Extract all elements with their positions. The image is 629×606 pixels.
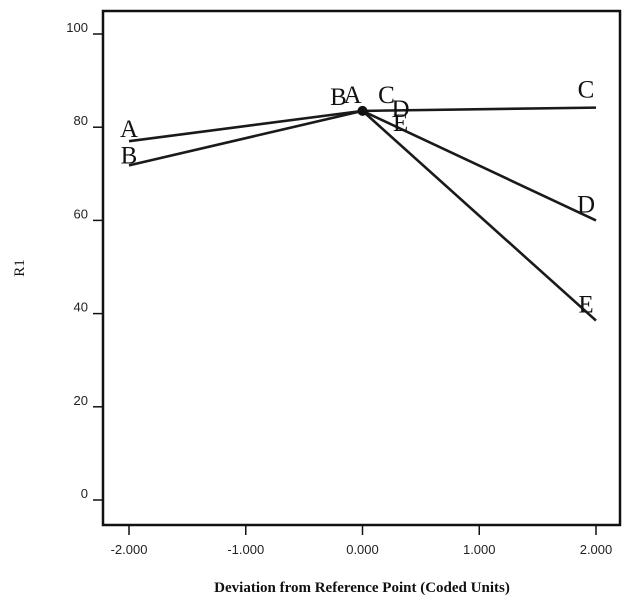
series-label-c: C (378, 82, 395, 109)
x-tick-label: 2.000 (580, 542, 613, 557)
series-label-e: E (393, 110, 408, 137)
y-axis: 0 20 40 60 80 100 (66, 20, 103, 501)
series-line-c (362, 106, 597, 113)
y-tick-label: 60 (74, 206, 88, 221)
series-lines (128, 105, 597, 322)
series-label-b: B (330, 84, 347, 111)
series-label-c: C (578, 77, 595, 104)
x-axis-title: Deviation from Reference Point (Coded Un… (214, 580, 510, 596)
x-tick-label: -1.000 (227, 542, 264, 557)
series-label-e: E (578, 292, 593, 319)
series-line-e (361, 109, 597, 322)
x-tick-label: 0.000 (346, 542, 379, 557)
series-line-d (361, 109, 597, 222)
y-tick-label: 40 (74, 300, 88, 315)
x-tick-label: -2.000 (111, 542, 148, 557)
series-label-d: D (391, 96, 409, 123)
series-line-a (128, 109, 363, 143)
reference-point-marker (357, 105, 368, 116)
series-label-a: A (120, 116, 138, 143)
x-tick-label: 1.000 (463, 542, 496, 557)
y-axis-title: R1 (12, 259, 28, 277)
y-tick-label: 20 (74, 393, 88, 408)
x-axis: -2.000 -1.000 0.000 1.000 2.000 (111, 525, 613, 557)
plot-frame (101, 9, 622, 527)
series-line-b (128, 109, 363, 167)
y-tick-label: 0 (81, 486, 88, 501)
series-label-a: A (343, 82, 361, 109)
y-tick-label: 100 (66, 20, 88, 35)
series-label-d: D (577, 191, 595, 218)
y-tick-label: 80 (74, 113, 88, 128)
series-label-b: B (121, 142, 138, 169)
